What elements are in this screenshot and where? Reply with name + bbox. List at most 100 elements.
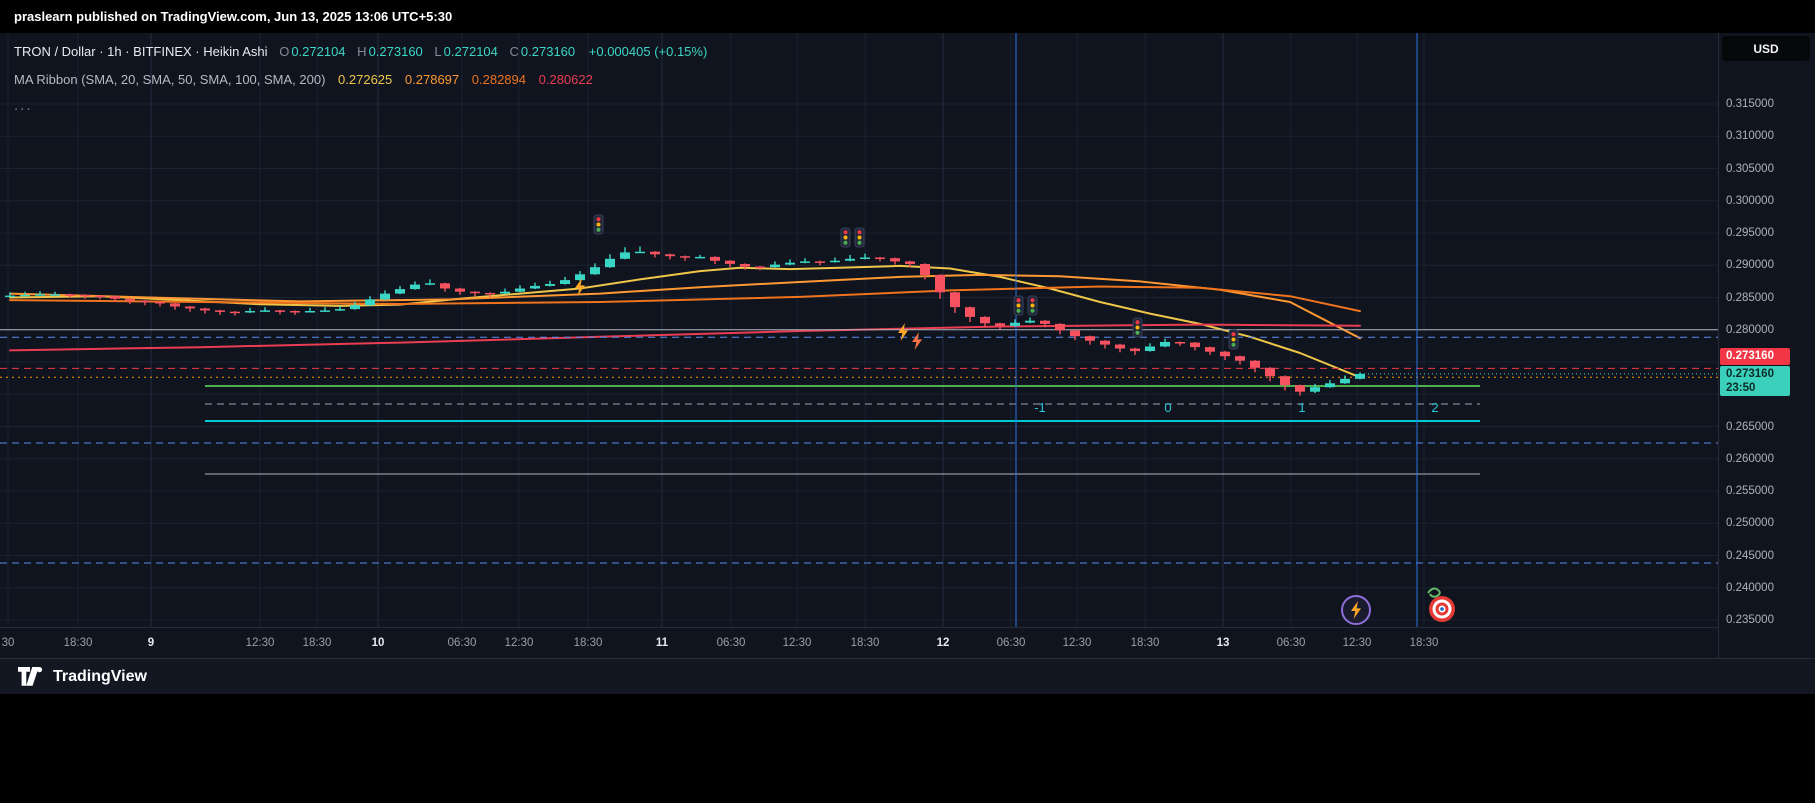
time-tick-label: 30	[1, 637, 15, 649]
ma-line-sma-100[interactable]	[9, 285, 1361, 313]
ma-line-sma-50[interactable]	[9, 273, 1361, 340]
candle	[170, 302, 180, 310]
candle	[965, 306, 975, 322]
time-axis[interactable]: 30 18:30 9 12:30 18:30 10 06:30 12:30 18:30 11 06:…	[0, 627, 1718, 658]
time-tick-label: 18:30	[573, 637, 603, 649]
pivot-label: 2	[1431, 400, 1438, 415]
candle	[1085, 335, 1095, 345]
candle	[770, 261, 780, 268]
candle	[860, 253, 870, 260]
candle	[890, 257, 900, 265]
price-axis[interactable]: USD 0.315000 0.310000 0.305000 0.300000 0.29…	[1718, 33, 1815, 658]
candle	[1220, 351, 1230, 361]
candle	[1010, 319, 1020, 327]
candle	[635, 246, 645, 254]
time-tick-label: 06:30	[1276, 637, 1306, 649]
currency-toggle-button[interactable]: USD	[1722, 36, 1810, 61]
candle	[35, 291, 45, 296]
time-tick-label: 06:30	[996, 637, 1026, 649]
candle	[740, 263, 750, 270]
target-sticker[interactable]	[1427, 587, 1455, 622]
legend-more-button[interactable]: ...	[14, 97, 33, 114]
candle	[1025, 317, 1035, 324]
time-tick-label: 06:30	[447, 637, 477, 649]
price-tick-label: 0.260000	[1726, 452, 1774, 465]
snapshot-attribution: praslearn published on TradingView.com, …	[0, 0, 1815, 33]
candle	[620, 247, 630, 260]
pivot-label: -1	[1034, 400, 1046, 415]
candle	[725, 260, 735, 268]
candle	[320, 307, 330, 312]
candle	[215, 309, 225, 315]
candle	[1205, 346, 1215, 355]
lightning-marker	[575, 278, 585, 296]
candle	[410, 281, 420, 290]
candle	[470, 291, 480, 297]
price-tick-label: 0.285000	[1726, 291, 1774, 304]
chart-canvas[interactable]: -1 0 1 2	[0, 33, 1718, 627]
candle	[425, 279, 435, 286]
candle	[1190, 342, 1200, 351]
candle	[500, 288, 510, 295]
candle	[590, 263, 600, 275]
candle	[455, 287, 465, 295]
candle	[560, 276, 570, 285]
candle	[1055, 323, 1065, 335]
tradingview-logo-icon[interactable]	[18, 667, 44, 686]
alert-price-label: 0.273160	[1720, 347, 1790, 365]
candle	[350, 302, 360, 310]
candle	[905, 260, 915, 268]
candle	[1310, 383, 1320, 393]
candle	[1100, 340, 1110, 349]
legend-indicator-row: MA Ribbon (SMA, 20, SMA, 50, SMA, 100, S…	[14, 70, 707, 90]
price-tick-label: 0.295000	[1726, 227, 1774, 239]
candle	[1355, 372, 1365, 380]
indicator-title[interactable]: MA Ribbon (SMA, 20, SMA, 50, SMA, 100, S…	[14, 72, 326, 87]
chart-pane[interactable]: -1 0 1 2 TRON / Dollar · 1h · BITFINEX · He…	[0, 33, 1718, 627]
time-tick-label: 11	[655, 637, 669, 649]
tradingview-brand[interactable]: TradingView	[53, 667, 147, 685]
candle	[260, 307, 270, 312]
ma-line-sma-20[interactable]	[9, 264, 1361, 379]
lightning-circle-sticker[interactable]	[1341, 595, 1371, 625]
candle	[200, 307, 210, 314]
price-tick-label: 0.310000	[1726, 130, 1774, 143]
candle	[815, 260, 825, 266]
candle	[920, 263, 930, 280]
ohlc-close: C 0.273160	[509, 44, 576, 59]
candle	[440, 282, 450, 292]
traffic-light-marker	[840, 227, 851, 248]
candle	[485, 292, 495, 297]
candle	[1175, 341, 1185, 346]
lightning-marker	[912, 332, 922, 350]
traffic-light-marker	[593, 214, 604, 235]
candle	[110, 295, 120, 302]
candle	[1070, 329, 1080, 341]
price-tick-label: 0.300000	[1726, 194, 1774, 207]
time-tick-label: 10	[371, 637, 385, 649]
lightning-marker	[898, 323, 908, 341]
candle	[605, 254, 615, 268]
legend-symbol-row: TRON / Dollar · 1h · BITFINEX · Heikin A…	[14, 42, 707, 62]
candle	[1340, 375, 1350, 384]
candle	[95, 294, 105, 300]
candle	[395, 285, 405, 295]
last-price-value: 0.273160	[1726, 367, 1774, 380]
price-tick-label: 0.280000	[1726, 323, 1774, 336]
time-tick-label: 12:30	[1342, 637, 1372, 649]
ma-line-sma-200[interactable]	[9, 323, 1361, 352]
candle	[830, 257, 840, 263]
symbol-title[interactable]: TRON / Dollar · 1h · BITFINEX · Heikin A…	[14, 44, 268, 59]
candle	[1265, 367, 1275, 382]
pivot-label: 1	[1298, 400, 1305, 415]
candle	[710, 256, 720, 264]
candle	[755, 265, 765, 271]
candle	[875, 256, 885, 262]
time-tick-label: 12:30	[782, 637, 812, 649]
price-tick-label: 0.290000	[1726, 259, 1774, 272]
time-tick-label: 9	[147, 637, 155, 649]
price-tick-label: 0.265000	[1726, 420, 1774, 433]
candle	[125, 298, 135, 304]
candle	[995, 322, 1005, 330]
candle	[1280, 375, 1290, 391]
